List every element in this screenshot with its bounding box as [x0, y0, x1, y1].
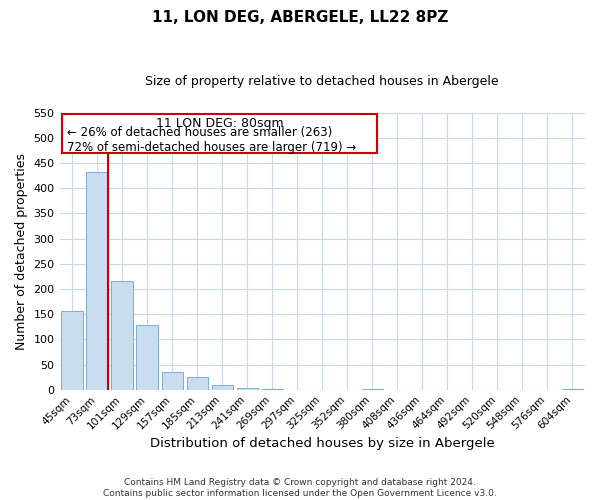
Text: 11 LON DEG: 80sqm: 11 LON DEG: 80sqm	[156, 118, 284, 130]
Y-axis label: Number of detached properties: Number of detached properties	[15, 153, 28, 350]
Title: Size of property relative to detached houses in Abergele: Size of property relative to detached ho…	[145, 75, 499, 88]
Text: 11, LON DEG, ABERGELE, LL22 8PZ: 11, LON DEG, ABERGELE, LL22 8PZ	[152, 10, 448, 25]
Bar	[112, 282, 133, 390]
FancyBboxPatch shape	[62, 114, 377, 153]
Bar	[236, 388, 258, 390]
Text: 72% of semi-detached houses are larger (719) →: 72% of semi-detached houses are larger (…	[67, 140, 356, 153]
Text: Contains HM Land Registry data © Crown copyright and database right 2024.
Contai: Contains HM Land Registry data © Crown c…	[103, 478, 497, 498]
Bar	[562, 388, 583, 390]
Bar	[212, 384, 233, 390]
Bar	[61, 310, 83, 390]
Bar	[86, 172, 108, 390]
Bar	[362, 389, 383, 390]
Bar	[187, 376, 208, 390]
Bar	[161, 372, 183, 390]
X-axis label: Distribution of detached houses by size in Abergele: Distribution of detached houses by size …	[150, 437, 494, 450]
Bar	[262, 389, 283, 390]
Text: ← 26% of detached houses are smaller (263): ← 26% of detached houses are smaller (26…	[67, 126, 332, 140]
Bar	[136, 325, 158, 390]
